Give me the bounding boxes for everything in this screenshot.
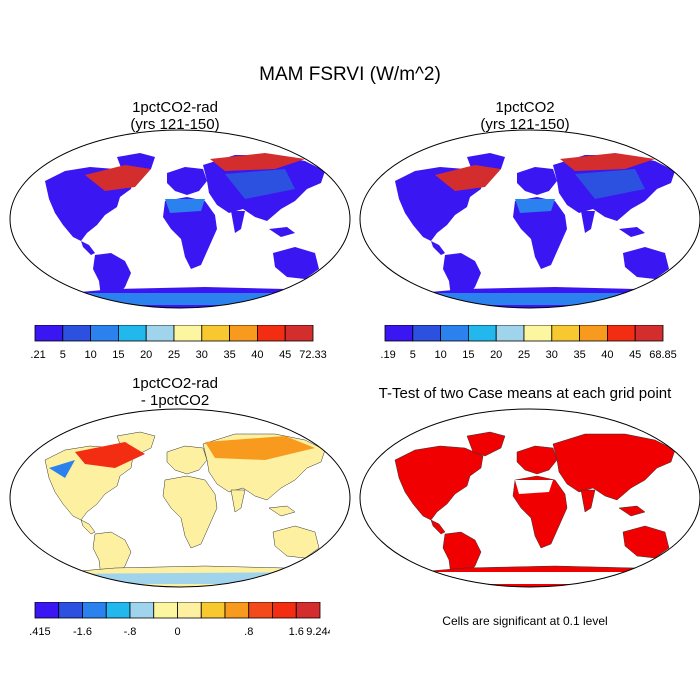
colorbar-swatch [523,325,553,342]
colorbar-swatch [129,602,155,619]
colorbar-swatch [90,325,119,342]
colorbar-difference: -3.415 -1.6 -.8 0 .8 1.69.244 [30,602,330,638]
colorbar-1pctco2: 1.19 5 10 15 20 25 30 35 40 45 68.85 [380,325,677,361]
colorbar-tick-label: 10 [84,349,96,361]
map-difference [9,408,351,588]
central-asia-region [575,169,645,199]
diff-hotspot-canada [75,442,145,468]
colorbar-tick-label: 25 [168,349,180,361]
colorbar-swatch [634,325,664,342]
colorbar-swatch [34,325,64,342]
antarctic-region [395,293,675,305]
colorbar-tick-label: 1.19 [380,349,396,361]
panel2-title-line2: (yrs 121-150) [480,116,570,133]
colorbar-tick-label: 9.244 [306,626,330,638]
colorbar-swatch [412,325,441,342]
colorbar-swatch [173,325,203,342]
diff-antarctic [45,572,325,584]
colorbar-swatch [248,602,273,619]
panel1-title-line2: (yrs 121-150) [130,116,220,133]
colorbar-swatch [177,602,202,619]
colorbar-1pctco2-rad: 1.21 5 10 15 20 25 30 35 40 45 72.33 [30,325,327,361]
colorbar-tick-label: 45 [279,349,291,361]
significance-note: Cells are significant at 0.1 level [442,614,608,628]
colorbar-tick-label: 72.33 [299,349,327,361]
colorbar-tick-label: 10 [434,349,446,361]
colorbar-tick-label: 40 [601,349,613,361]
colorbar-swatch [58,602,83,619]
colorbar-swatch [229,325,258,342]
colorbar-tick-label: 5 [410,349,416,361]
map-1pctco2-rad [9,129,351,309]
colorbar-swatch [82,602,107,619]
colorbar-swatch [295,602,321,619]
colorbar-tick-label: -.8 [124,626,137,638]
colorbar-swatch [272,602,297,619]
colorbar-tick-label: 15 [462,349,474,361]
colorbar-swatch [34,602,60,619]
panel3-title-line1: 1pctCO2-rad [132,375,218,392]
colorbar-swatch [201,325,231,342]
hotspot-canada [435,165,501,191]
insignificant-antarctic [395,572,675,584]
colorbar-swatch [284,325,314,342]
map-ttest [359,408,700,588]
colorbar-tick-label: 40 [251,349,263,361]
hotspot-canada [85,165,151,191]
colorbar-swatch [200,602,226,619]
colorbar-tick-label: 15 [112,349,124,361]
colorbar-tick-label: 45 [629,349,641,361]
colorbar-swatch [384,325,414,342]
colorbar-tick-label: 25 [518,349,530,361]
colorbar-tick-label: 35 [223,349,235,361]
hotspot-siberia [560,153,655,171]
figure-title: MAM FSRVI (W/m^2) [259,64,441,85]
colorbar-tick-label: -3.415 [30,626,51,638]
colorbar-swatch [468,325,497,342]
panel4-title-line1: T-Test of two Case means at each grid po… [378,385,672,402]
colorbar-tick-label: 68.85 [649,349,677,361]
colorbar-swatch [118,325,147,342]
colorbar-tick-label: 35 [573,349,585,361]
sahara-region [165,199,205,213]
colorbar-swatch [224,602,250,619]
panel3-title: 1pctCO2-rad - 1pctCO2 [35,375,315,409]
central-asia-region [225,169,295,199]
colorbar-tick-label: 20 [490,349,502,361]
colorbar-tick-label: 0 [174,626,180,638]
diff-cool-nw-america [49,460,75,478]
colorbar-swatch [495,325,525,342]
colorbar-tick-label: 30 [196,349,208,361]
hotspot-siberia [210,153,305,171]
colorbar-swatch [153,602,178,619]
colorbar-tick-label: 30 [546,349,558,361]
colorbar-swatch [145,325,175,342]
colorbar-swatch [105,602,131,619]
sahara-region [515,199,555,213]
colorbar-tick-label: 1.21 [30,349,46,361]
panel4-title: T-Test of two Case means at each grid po… [355,385,695,402]
panel2-title-line1: 1pctCO2 [495,99,555,116]
panel1-title-line1: 1pctCO2-rad [132,99,218,116]
insignificant-sahara [515,480,553,494]
map-1pctco2 [359,129,700,309]
diff-hotspot-eurasia [205,436,315,460]
colorbar-swatch [606,325,636,342]
antarctic-region [45,293,325,305]
colorbar-swatch [579,325,608,342]
colorbar-tick-label: 1.6 [289,626,304,638]
colorbar-swatch [551,325,581,342]
colorbar-tick-label: .8 [244,626,253,638]
panel1-title: 1pctCO2-rad (yrs 121-150) [35,99,315,133]
colorbar-tick-label: -1.6 [73,626,92,638]
colorbar-tick-label: 20 [140,349,152,361]
colorbar-swatch [62,325,91,342]
colorbar-swatch [256,325,286,342]
colorbar-tick-label: 5 [60,349,66,361]
panel2-title: 1pctCO2 (yrs 121-150) [385,99,665,133]
panel3-title-line2: - 1pctCO2 [140,392,210,409]
colorbar-swatch [440,325,469,342]
